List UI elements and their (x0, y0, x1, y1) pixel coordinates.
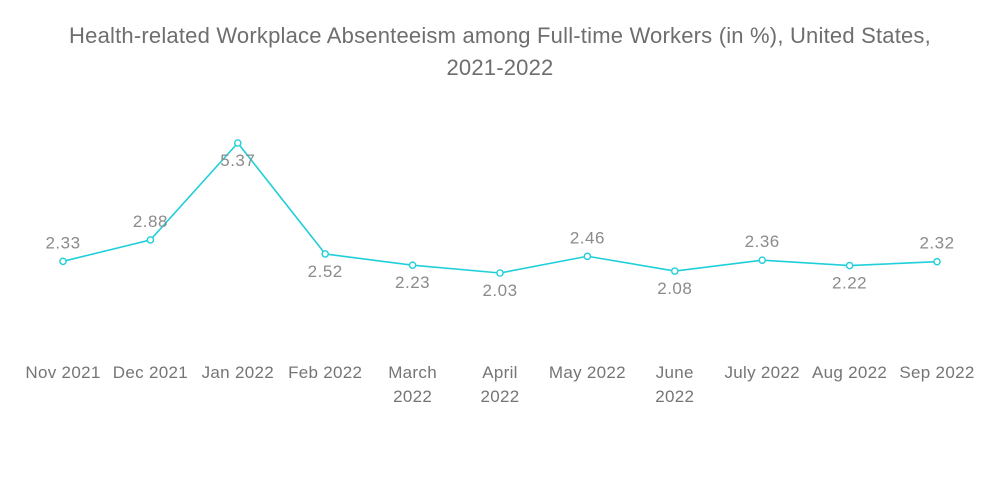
data-point-label: 2.08 (657, 279, 692, 298)
x-axis-tick-label: 2022 (655, 387, 694, 406)
data-point-marker[interactable] (845, 261, 854, 270)
data-point-marker[interactable] (671, 267, 679, 275)
x-axis-tick-label: 2022 (480, 387, 519, 406)
data-point-label: 2.52 (308, 262, 343, 281)
x-axis-tick-label: Jan 2022 (202, 363, 274, 382)
data-point-label: 5.37 (220, 151, 255, 170)
data-point-label: 2.22 (832, 274, 867, 293)
x-axis-tick-label: Dec 2021 (113, 363, 188, 382)
chart-title-line1: Health-related Workplace Absenteeism amo… (69, 23, 931, 48)
data-point-label: 2.32 (919, 234, 954, 253)
data-point-label: 2.46 (570, 228, 605, 247)
x-axis-tick-label: July 2022 (724, 363, 799, 382)
x-axis-tick-label: June (656, 363, 694, 382)
data-point-marker[interactable] (583, 252, 592, 261)
x-axis-tick-label: 2022 (393, 387, 432, 406)
x-axis-tick-label: Nov 2021 (25, 363, 100, 382)
series-line (62, 142, 938, 274)
data-point-marker[interactable] (933, 257, 941, 266)
data-point-marker[interactable] (321, 250, 330, 258)
x-axis-tick-label: Feb 2022 (288, 363, 362, 382)
x-axis-tick-label: May 2022 (549, 363, 626, 382)
x-axis-tick-label: March (388, 363, 437, 382)
data-point-marker[interactable] (146, 236, 155, 244)
x-axis-tick-label: April (482, 363, 518, 382)
chart-title: Health-related Workplace Absenteeism amo… (0, 20, 1000, 84)
x-axis-tick-label: Sep 2022 (899, 363, 974, 382)
data-point-label: 2.03 (482, 281, 517, 300)
data-point-marker[interactable] (408, 261, 417, 270)
data-point-label: 2.36 (745, 232, 780, 251)
data-point-marker[interactable] (233, 139, 242, 147)
data-point-label: 2.88 (133, 212, 168, 231)
data-point-marker[interactable] (758, 256, 767, 264)
data-point-label: 2.33 (45, 233, 80, 252)
x-axis-tick-label: Aug 2022 (812, 363, 887, 382)
data-point-label: 2.23 (395, 273, 430, 292)
chart-title-line2: 2021-2022 (446, 55, 554, 80)
data-point-marker[interactable] (496, 269, 504, 277)
data-point-marker[interactable] (59, 257, 67, 266)
